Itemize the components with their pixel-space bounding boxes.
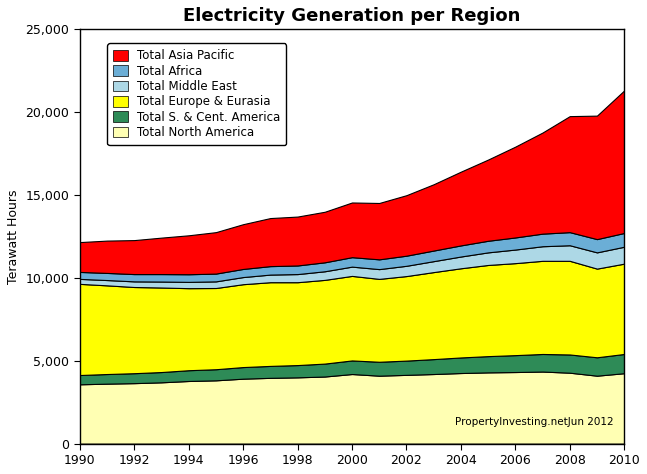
Y-axis label: Terawatt Hours: Terawatt Hours	[7, 189, 20, 284]
Text: PropertyInvesting.netJun 2012: PropertyInvesting.netJun 2012	[455, 417, 613, 427]
Legend: Total Asia Pacific, Total Africa, Total Middle East, Total Europe & Eurasia, Tot: Total Asia Pacific, Total Africa, Total …	[107, 44, 286, 145]
Title: Electricity Generation per Region: Electricity Generation per Region	[183, 7, 521, 25]
